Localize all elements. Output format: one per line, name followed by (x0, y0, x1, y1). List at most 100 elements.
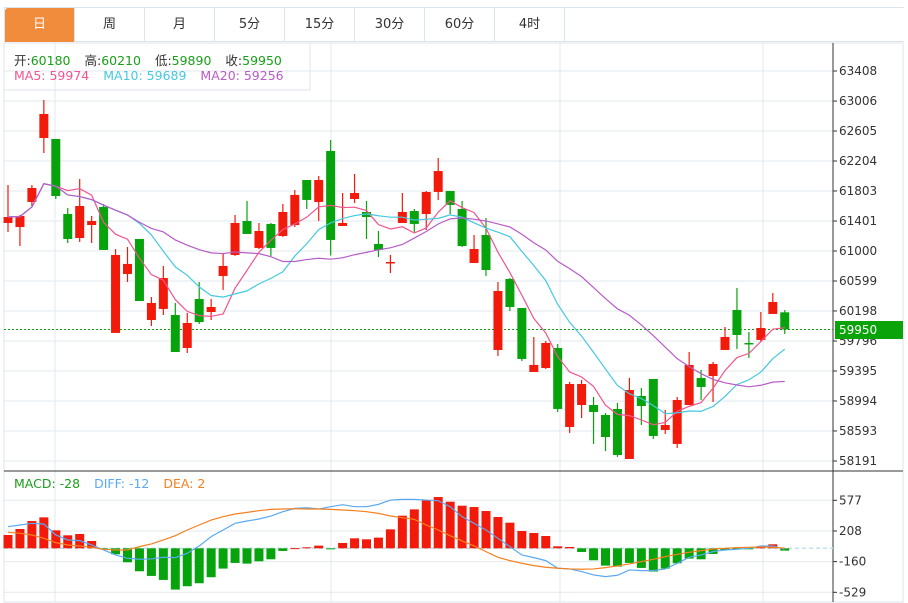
chart-frame (3, 42, 904, 603)
tab-4[interactable]: 15分 (285, 8, 355, 42)
candle-body (612, 408, 622, 456)
tab-2[interactable]: 月 (145, 8, 215, 42)
macd-bar (505, 522, 515, 549)
candle-body (218, 265, 228, 276)
ma-legend: MA5: 59974 MA10: 59689 MA20: 59256 (14, 68, 294, 83)
high-label: 高: (84, 53, 102, 68)
candle-body (553, 347, 563, 409)
candle-body (290, 194, 300, 225)
macd-bar (302, 547, 312, 549)
candle-body (158, 277, 168, 309)
macd-bar (445, 501, 455, 549)
candle-body (529, 364, 539, 372)
macd-bar (242, 548, 252, 564)
candle-body (780, 312, 790, 330)
candle-body (326, 150, 336, 240)
candle-body (421, 191, 431, 215)
macd-bar (612, 548, 622, 567)
macd-bar (493, 517, 503, 549)
ohlc-legend: 开:60180 高:60210 低:59890 收:59950 (14, 50, 292, 69)
dea-line (7, 508, 785, 570)
price-tick-label: 59395 (839, 364, 877, 378)
candle-body (601, 414, 610, 438)
price-tick-label: 60198 (839, 304, 877, 318)
macd-bar (684, 548, 694, 559)
candle-body (362, 211, 371, 217)
macd-bar (648, 548, 658, 572)
tab-6[interactable]: 60分 (425, 8, 495, 42)
tab-7[interactable]: 4时 (495, 8, 565, 42)
macd-bar (373, 537, 383, 549)
ma5-line (7, 183, 785, 426)
price-tick-label: 63408 (839, 64, 877, 78)
macd-bar (553, 546, 563, 549)
macd-bar (397, 515, 407, 549)
ma20-line (7, 183, 785, 388)
macd-bar (565, 546, 575, 549)
ma10-value: MA10: 59689 (103, 68, 187, 83)
macd-bar (314, 545, 324, 549)
macd-bar (696, 548, 706, 560)
candle-body (87, 221, 97, 225)
macd-bar (278, 548, 288, 551)
candle-body (314, 179, 324, 202)
candle-body (708, 363, 718, 377)
candle-body (385, 261, 395, 264)
candle-body (278, 211, 288, 236)
candle-body (194, 299, 204, 323)
macd-bar (529, 532, 539, 549)
candle-body (39, 113, 49, 138)
macd-bar (577, 548, 587, 552)
candle-body (230, 222, 240, 255)
macd-bar (254, 548, 264, 562)
candle-body (206, 307, 216, 313)
candle-body (3, 216, 13, 223)
low-value: 59890 (171, 53, 212, 68)
macd-bar (362, 539, 371, 549)
diff-line (7, 498, 785, 578)
open-label: 开: (14, 53, 31, 68)
macd-bar (720, 548, 730, 550)
candle-body (732, 309, 742, 335)
macd-bar (660, 548, 670, 569)
macd-bar (3, 534, 13, 549)
macd-bar (51, 530, 61, 549)
candle-body (720, 336, 730, 350)
candle-body (242, 221, 252, 234)
tab-3[interactable]: 5分 (215, 8, 285, 42)
ma20-value: MA20: 59256 (200, 68, 284, 83)
ma5-value: MA5: 59974 (14, 68, 90, 83)
candle-body (123, 263, 132, 274)
tab-1[interactable]: 周 (75, 8, 145, 42)
macd-bar (624, 548, 634, 563)
tab-5[interactable]: 30分 (355, 8, 425, 42)
macd-bar (457, 505, 467, 549)
candle-body (170, 315, 180, 353)
macd-bar (158, 548, 168, 580)
candle-body (457, 208, 467, 247)
macd-bar (111, 548, 121, 555)
macd-tick-label: -529 (839, 585, 866, 599)
macd-bar (433, 497, 443, 549)
macd-bar (409, 509, 419, 549)
macd-bar (636, 548, 646, 568)
candle-body (254, 230, 264, 248)
low-label: 低: (154, 53, 172, 68)
macd-bar (517, 530, 527, 549)
candle-body (660, 424, 670, 430)
macd-bar (63, 535, 73, 549)
current-price-tag: 59950 (835, 321, 903, 339)
tab-0[interactable]: 日 (5, 8, 75, 42)
candle-body (302, 179, 312, 200)
candle-body (505, 278, 515, 308)
candle-body (577, 383, 587, 406)
price-tick-label: 61401 (839, 214, 877, 228)
macd-bar (39, 517, 49, 549)
macd-bar (182, 548, 192, 587)
price-tick-label: 58994 (839, 394, 877, 408)
macd-bar (230, 548, 240, 563)
macd-legend: MACD: -28 DIFF: -12 DEA: 2 (14, 476, 215, 491)
candle-body (146, 302, 156, 321)
diff-value: DIFF: -12 (94, 476, 150, 491)
